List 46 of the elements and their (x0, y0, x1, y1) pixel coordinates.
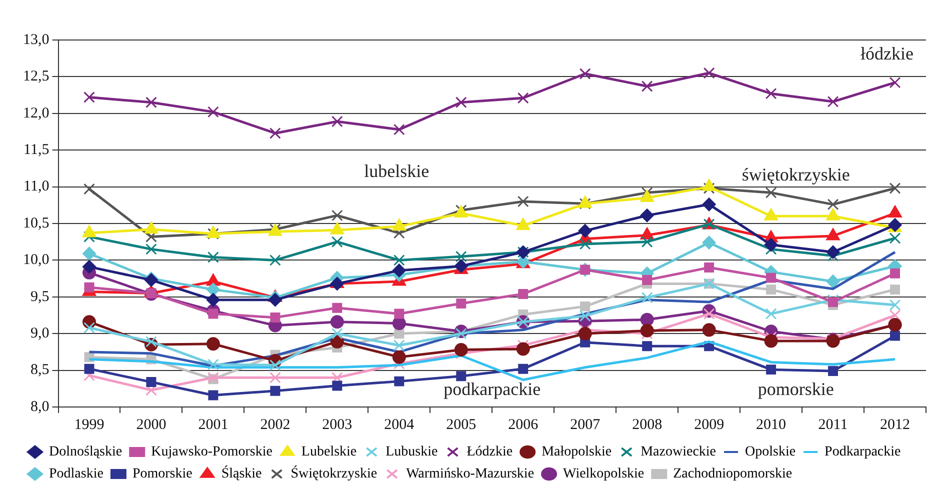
legend-label: Lubelskie (301, 444, 357, 460)
annotation: pomorskie (758, 379, 834, 400)
y-tick-label: 8,5 (30, 362, 50, 378)
x-tick-label: 2010 (756, 416, 786, 433)
x-tick-label: 2011 (818, 416, 848, 433)
y-tick-label: 12,5 (23, 68, 50, 85)
legend-label: Łódzkie (466, 444, 513, 460)
y-tick-label: 11,5 (24, 142, 50, 158)
y-tick-label: 10,0 (23, 252, 50, 268)
legend-label: Warmińsko-Mazurskie (406, 466, 534, 482)
legend-label: Zachodniopomorskie (673, 466, 792, 482)
legend-label: Pomorskie (132, 466, 192, 482)
legend-label: Podkarpackie (824, 444, 901, 460)
annotation: lubelskie (364, 160, 430, 181)
legend-label: Dolnośląskie (49, 444, 122, 460)
y-tick-label: 9,0 (30, 326, 50, 342)
y-tick-label: 12,0 (23, 105, 50, 122)
legend-label: Świętokrzyskie (290, 464, 378, 482)
y-tick-label: 9,5 (30, 288, 50, 305)
x-tick-label: 1999 (74, 416, 104, 433)
y-tick-label: 8,0 (30, 398, 50, 415)
x-tick-label: 2004 (384, 416, 415, 433)
annotation: świętokrzyskie (742, 164, 850, 185)
x-tick-label: 2006 (508, 416, 539, 433)
annotation: łódzkie (860, 43, 914, 64)
x-tick-label: 2012 (880, 416, 910, 433)
legend-label: Podlaskie (49, 466, 104, 482)
y-tick-label: 13,0 (23, 32, 50, 48)
legend-label: Lubuskie (386, 444, 438, 460)
legend-label: Mazowieckie (640, 444, 716, 460)
legend-label: Małopolskie (542, 444, 612, 460)
legend-label: Śląskie (221, 464, 262, 482)
y-tick-label: 11,0 (24, 178, 50, 195)
x-tick-label: 2007 (570, 416, 601, 433)
x-tick-label: 2000 (136, 416, 166, 433)
x-tick-label: 2003 (322, 416, 352, 433)
legend-label: Kujawsko-Pomorskie (151, 444, 272, 460)
y-tick-label: 10,5 (23, 215, 50, 232)
x-tick-label: 2008 (632, 416, 662, 433)
legend-label: Wielkopolskie (563, 466, 644, 482)
x-tick-label: 2009 (694, 416, 724, 433)
x-tick-label: 2005 (446, 416, 476, 433)
x-tick-label: 2001 (198, 416, 228, 433)
annotation: podkarpackie (444, 379, 541, 400)
x-tick-label: 2002 (260, 416, 290, 433)
legend-label: Opolskie (745, 444, 796, 460)
